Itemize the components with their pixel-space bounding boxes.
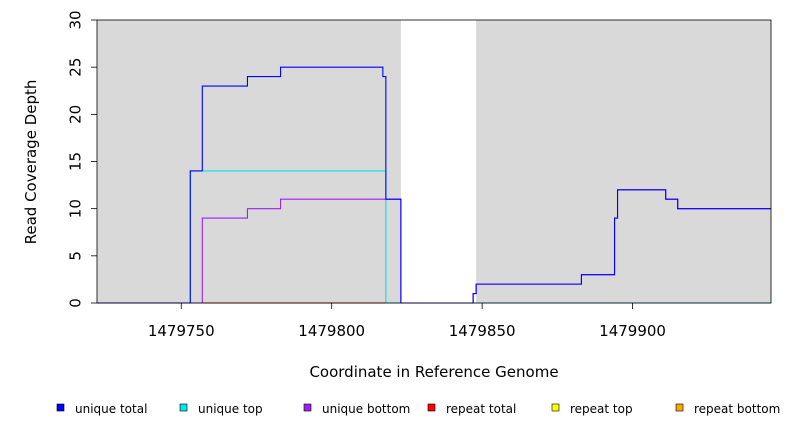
legend-item-unique-top: unique top (179, 402, 263, 416)
y-tick-label: 30 (66, 10, 84, 29)
legend-swatch (551, 403, 560, 412)
legend-label: repeat total (446, 402, 516, 416)
legend-swatch (303, 403, 312, 412)
legend-item-repeat-total: repeat total (427, 402, 516, 416)
x-tick-label: 1479800 (298, 322, 365, 340)
y-tick-label: 25 (66, 58, 84, 77)
legend-label: unique total (75, 402, 147, 416)
axis-ticks: 0 5 10 15 20 25 30 1479750 1479800 1479850 1479900 (66, 10, 666, 340)
y-tick-label: 0 (66, 298, 84, 308)
y-tick-label: 15 (66, 152, 84, 171)
legend-item-repeat-bottom: repeat bottom (675, 402, 780, 416)
x-tick-label: 1479750 (148, 322, 215, 340)
background-bands (97, 20, 771, 303)
background-band-1 (476, 20, 771, 303)
legend-item-unique-bottom: unique bottom (303, 402, 410, 416)
legend-swatch (56, 403, 65, 412)
x-axis-title: Coordinate in Reference Genome (309, 363, 558, 381)
background-band-0 (97, 20, 401, 303)
legend-label: unique bottom (322, 402, 410, 416)
legend-item-unique-total: unique total (56, 402, 147, 416)
legend-label: repeat top (570, 402, 633, 416)
y-tick-label: 10 (66, 199, 84, 218)
legend: unique total unique top unique bottom repea… (56, 402, 780, 416)
y-axis-title: Read Coverage Depth (22, 80, 40, 245)
legend-label: repeat bottom (694, 402, 780, 416)
x-tick-label: 1479850 (449, 322, 516, 340)
legend-item-repeat-top: repeat top (551, 402, 633, 416)
y-tick-label: 5 (66, 251, 84, 261)
legend-swatch (427, 403, 436, 412)
legend-swatch (675, 403, 684, 412)
x-tick-label: 1479900 (599, 322, 666, 340)
legend-label: unique top (198, 402, 263, 416)
y-tick-label: 20 (66, 105, 84, 124)
legend-swatch (179, 403, 188, 412)
